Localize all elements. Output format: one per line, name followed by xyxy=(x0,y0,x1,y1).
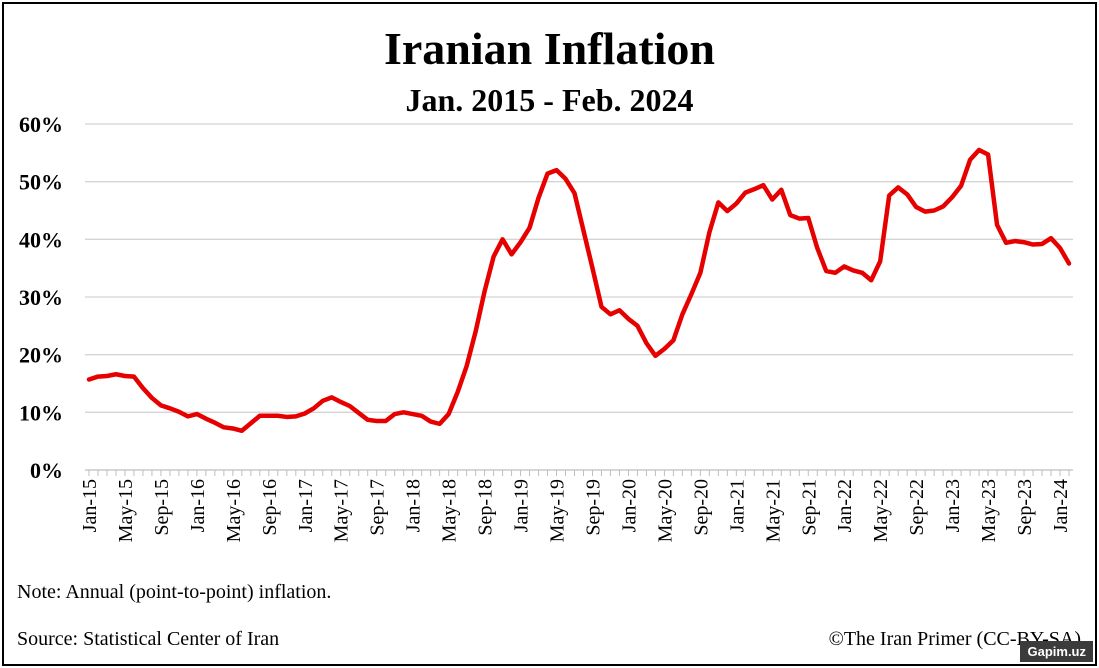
x-tick-label: Sep-20 xyxy=(690,479,712,536)
x-tick-label: May-19 xyxy=(547,479,569,542)
x-tick-label: Sep-18 xyxy=(475,479,497,536)
x-tick-label: Jan-24 xyxy=(1050,479,1072,532)
y-tick-label: 60% xyxy=(19,112,63,137)
chart-title: Iranian Inflation xyxy=(383,23,716,74)
x-tick-label: May-22 xyxy=(870,479,892,542)
x-tick-label: Jan-15 xyxy=(79,479,101,532)
watermark-badge: Gapim.uz xyxy=(1020,641,1093,662)
x-tick-label: May-20 xyxy=(654,479,676,542)
y-tick-label: 0% xyxy=(30,458,63,483)
y-tick-label: 10% xyxy=(19,400,63,425)
x-tick-label: Jan-20 xyxy=(618,479,640,532)
chart-credit: ©The Iran Primer (CC-BY-SA) xyxy=(828,628,1081,650)
x-tick-label: Jan-16 xyxy=(187,479,209,532)
inflation-line xyxy=(86,147,1072,434)
x-tick-label: Sep-16 xyxy=(259,479,281,536)
x-tick-label: May-15 xyxy=(115,479,137,542)
x-tick-label: Jan-18 xyxy=(403,479,425,532)
x-tick-label: Jan-23 xyxy=(942,479,964,532)
x-tick-label: Sep-15 xyxy=(151,479,173,536)
x-tick-label: May-23 xyxy=(978,479,1000,542)
y-tick-label: 50% xyxy=(19,170,63,195)
x-tick-label: May-17 xyxy=(331,479,353,542)
x-tick-label: May-16 xyxy=(223,479,245,542)
chart-source: Source: Statistical Center of Iran xyxy=(17,628,280,650)
gridlines xyxy=(85,123,1073,413)
x-tick-label: Jan-17 xyxy=(295,479,317,532)
chart-note: Note: Annual (point-to-point) inflation. xyxy=(17,581,332,603)
x-tick-label: Sep-23 xyxy=(1014,479,1036,536)
x-tick-label: May-21 xyxy=(762,479,784,542)
x-tick-label: Sep-17 xyxy=(367,479,389,536)
x-tick-label: Jan-21 xyxy=(726,479,748,532)
x-axis: Jan-15 May-15 Sep-15 Jan-16 May-16 Sep-16 Jan-… xyxy=(79,469,1073,542)
y-axis: 0% 10% 20% 30% 40% 50% 60% xyxy=(19,112,63,483)
y-tick-label: 30% xyxy=(19,285,63,310)
x-tick-label: May-18 xyxy=(439,479,461,542)
y-tick-label: 40% xyxy=(19,227,63,252)
chart-subtitle: Jan. 2015 - Feb. 2024 xyxy=(405,82,694,118)
x-tick-label: Sep-21 xyxy=(798,479,820,536)
x-tick-label: Sep-22 xyxy=(906,479,928,536)
x-tick-label: Jan-22 xyxy=(834,479,856,532)
x-tick-label: Sep-19 xyxy=(582,479,604,536)
x-tick-label: Jan-19 xyxy=(511,479,533,532)
y-tick-label: 20% xyxy=(19,343,63,368)
series-layer xyxy=(86,147,1072,434)
